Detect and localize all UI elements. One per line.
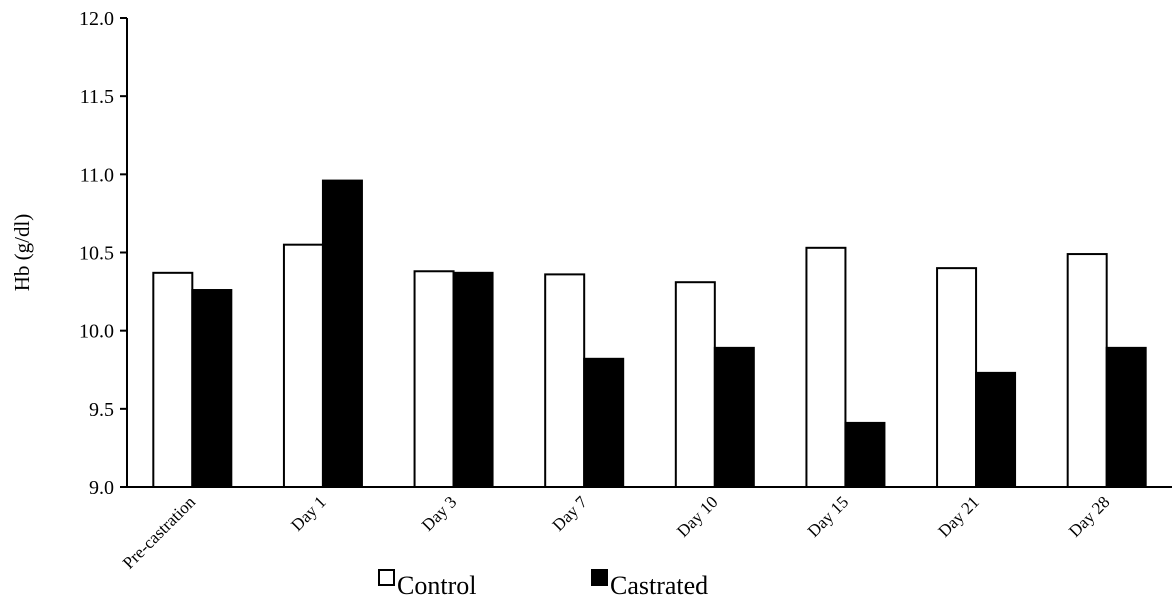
- y-tick-label: 11.0: [80, 164, 114, 186]
- bar-castrated-day-15: [844, 421, 886, 488]
- bars: [152, 179, 1147, 489]
- x-tick-label: Day 21: [934, 492, 982, 540]
- bar-castrated-day-21: [975, 371, 1017, 489]
- x-tick-label: Day 7: [549, 492, 592, 535]
- y-tick-label: 12.0: [79, 8, 114, 30]
- bar-control-pre-castration: [152, 271, 194, 488]
- y-axis-ticks: 9.0 9.5 10.0 10.5 11.0 11.5 12.0: [79, 8, 127, 499]
- y-tick-label: 9.5: [89, 399, 114, 421]
- bar-castrated-day-10: [713, 346, 755, 489]
- x-tick-label: Pre-castration: [119, 492, 200, 573]
- x-tick-label: Day 1: [287, 492, 329, 534]
- bar-control-day-15: [805, 246, 847, 488]
- bar-control-day-28: [1066, 253, 1108, 488]
- x-axis-labels: Pre-castration Day 1 Day 3 Day 7 Day 10 Day 1…: [119, 492, 1114, 573]
- y-tick-label: 10.0: [79, 321, 114, 343]
- legend: Control Castrated: [378, 569, 708, 600]
- bar-castrated-day-1: [321, 179, 363, 488]
- legend-swatch-control: [378, 569, 395, 586]
- legend-label-castrated: Castrated: [610, 571, 708, 600]
- x-tick-label: Day 10: [673, 492, 721, 540]
- bar-control-day-10: [674, 281, 716, 488]
- bar-castrated-day-3: [452, 271, 494, 488]
- bar-control-day-7: [544, 273, 586, 488]
- y-axis-label: Hb (g/dl): [10, 214, 34, 292]
- legend-swatch-castrated: [591, 569, 608, 586]
- bar-control-day-1: [282, 243, 324, 488]
- bar-castrated-day-7: [583, 357, 625, 488]
- bar-castrated-pre-castration: [191, 289, 233, 488]
- y-tick-label: 10.5: [79, 243, 114, 265]
- bar-castrated-day-28: [1105, 346, 1147, 489]
- x-tick-label: Day 15: [804, 492, 852, 540]
- bar-control-day-21: [936, 267, 978, 488]
- legend-label-control: Control: [397, 571, 476, 600]
- x-tick-label: Day 28: [1065, 492, 1113, 540]
- y-tick-label: 11.5: [80, 86, 114, 108]
- y-tick-label: 9.0: [89, 477, 114, 499]
- bar-control-day-3: [413, 270, 455, 489]
- x-tick-label: Day 3: [418, 492, 460, 534]
